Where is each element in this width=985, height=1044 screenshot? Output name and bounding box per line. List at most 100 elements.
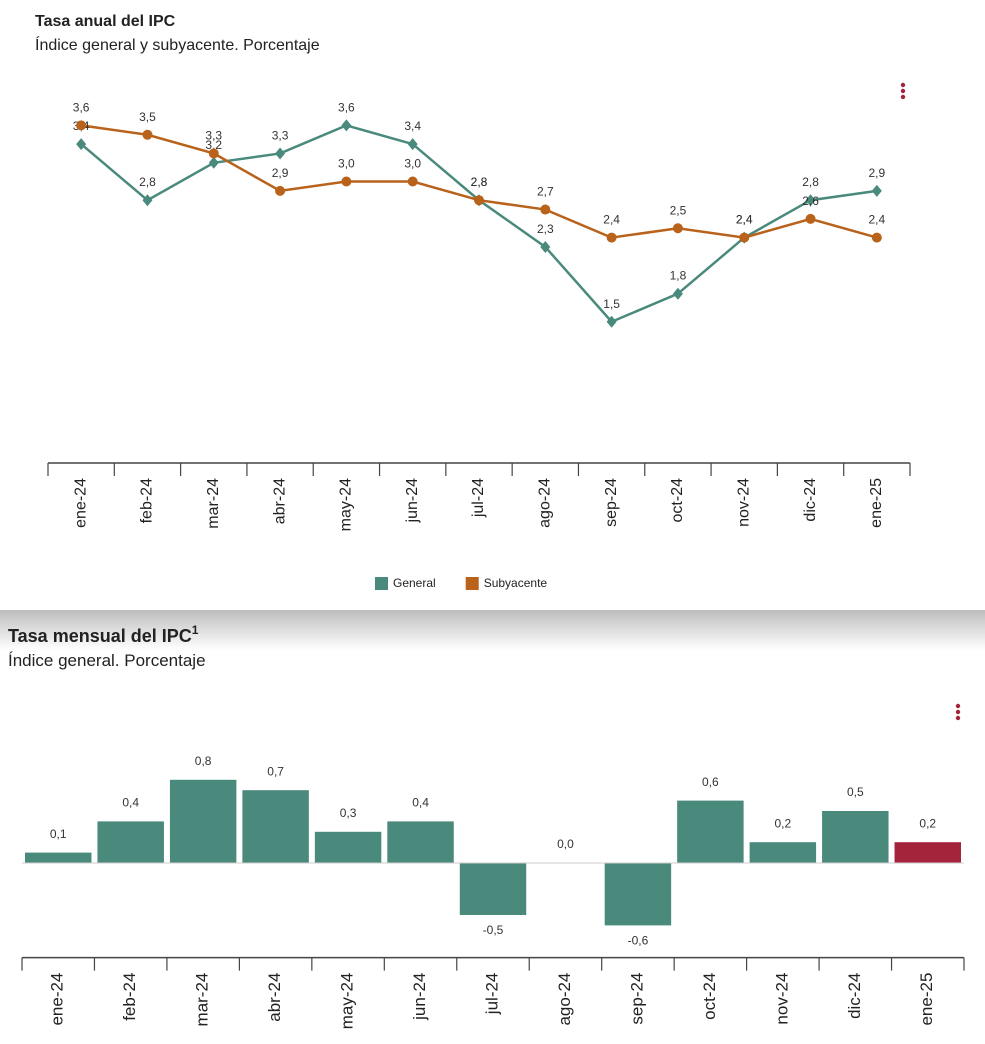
chart-subtitle: Índice general y subyacente. Porcentaje [35, 35, 320, 54]
x-tick-label: abr-24 [271, 478, 288, 524]
x-tick-label: jul-24 [482, 973, 501, 1016]
point-marker [672, 223, 683, 234]
legend-swatch [465, 577, 479, 590]
x-tick-label: sep-24 [627, 973, 646, 1025]
x-tick-label: sep-24 [603, 478, 620, 527]
separator-shadow [0, 610, 985, 650]
data-label: 2,7 [537, 185, 554, 199]
data-label: 1,8 [670, 269, 687, 283]
data-label: 2,6 [802, 194, 819, 208]
data-label: 0,2 [775, 816, 792, 830]
data-label: 2,4 [736, 213, 753, 227]
point-marker [474, 195, 484, 206]
data-label: 3,4 [404, 119, 421, 133]
point-marker [76, 138, 87, 151]
bar [459, 863, 527, 915]
bar [314, 831, 382, 863]
data-label: 2,8 [471, 175, 488, 189]
data-label: 2,8 [471, 175, 488, 189]
bar [749, 842, 817, 863]
line [80, 124, 878, 324]
point-marker [606, 315, 617, 328]
data-label: 2,4 [869, 213, 886, 227]
data-label: 2,5 [670, 203, 687, 217]
point-marker [275, 147, 286, 160]
data-label: 0,5 [847, 785, 864, 799]
menu-icon[interactable] [955, 703, 961, 721]
x-tick-label: may-24 [338, 973, 357, 1030]
data-label: 0,1 [50, 827, 67, 841]
bar [604, 863, 672, 926]
point-marker [341, 176, 352, 187]
point-marker [407, 176, 418, 187]
data-label: 2,4 [603, 213, 620, 227]
data-label: 3,2 [205, 138, 222, 152]
data-label: 0,7 [267, 764, 284, 778]
bar [822, 811, 889, 863]
bar [677, 800, 744, 863]
data-label: 3,3 [205, 128, 222, 142]
x-tick-label: jul-24 [470, 478, 487, 518]
point-marker [606, 232, 617, 243]
data-label: 1,5 [603, 297, 620, 311]
data-label: 3,0 [338, 157, 355, 171]
chart-title: Tasa mensual del IPC1 [8, 623, 199, 646]
menu-icon[interactable] [900, 82, 906, 100]
data-label: 0,4 [412, 796, 429, 810]
data-label: 3,6 [338, 100, 355, 114]
data-label: 3,6 [73, 100, 90, 114]
data-label: 2,9 [869, 166, 886, 180]
data-label: 2,9 [272, 166, 289, 180]
x-tick-label: dic-24 [845, 973, 864, 1019]
data-label: 3,5 [139, 110, 156, 124]
x-tick-label: feb-24 [120, 973, 139, 1021]
legend-label: General [393, 576, 436, 590]
bar [25, 852, 92, 863]
point-marker [208, 148, 219, 159]
point-marker [805, 213, 816, 224]
data-label: 3,3 [272, 128, 289, 142]
x-tick-label: ene-24 [72, 478, 89, 528]
data-label: 2,8 [802, 175, 819, 189]
x-tick-label: ene-25 [917, 973, 936, 1026]
bar [169, 779, 237, 863]
x-tick-label: mar-24 [205, 478, 222, 529]
point-marker [341, 119, 352, 132]
data-label: 0,3 [340, 806, 357, 820]
title-superscript: 1 [192, 623, 199, 637]
data-label: 2,4 [736, 213, 753, 227]
point-marker [142, 129, 153, 140]
point-marker [76, 120, 87, 131]
x-tick-label: oct-24 [700, 973, 719, 1020]
bar [97, 821, 164, 863]
x-tick-label: nov-24 [735, 478, 752, 527]
point-marker [805, 194, 816, 207]
data-label: 0,8 [195, 754, 212, 768]
x-tick-label: jun-24 [404, 478, 421, 524]
x-tick-label: feb-24 [139, 478, 156, 523]
x-tick-label: oct-24 [669, 478, 686, 523]
x-tick-label: ene-24 [48, 973, 67, 1026]
x-tick-label: nov-24 [772, 973, 791, 1025]
point-marker [672, 287, 683, 300]
bar [894, 842, 961, 863]
point-marker [208, 156, 219, 169]
chart-title: Tasa anual del IPC [35, 13, 176, 30]
x-tick-label: jun-24 [410, 973, 429, 1021]
x-tick-label: dic-24 [802, 478, 819, 522]
x-tick-label: ene-25 [868, 478, 885, 528]
data-label: 0,0 [557, 837, 574, 851]
legend-swatch [375, 577, 388, 590]
data-label: -0,5 [483, 923, 504, 937]
bar [387, 821, 454, 863]
x-tick-label: may-24 [338, 478, 355, 531]
data-label: 2,8 [139, 175, 156, 189]
legend-label: Subyacente [484, 576, 548, 590]
data-label: 0,6 [702, 775, 719, 789]
point-marker [275, 185, 286, 196]
data-label: 3,0 [404, 157, 421, 171]
data-label: -0,6 [628, 934, 649, 948]
chart-subtitle: Índice general. Porcentaje [8, 651, 206, 670]
x-tick-label: abr-24 [265, 973, 284, 1022]
